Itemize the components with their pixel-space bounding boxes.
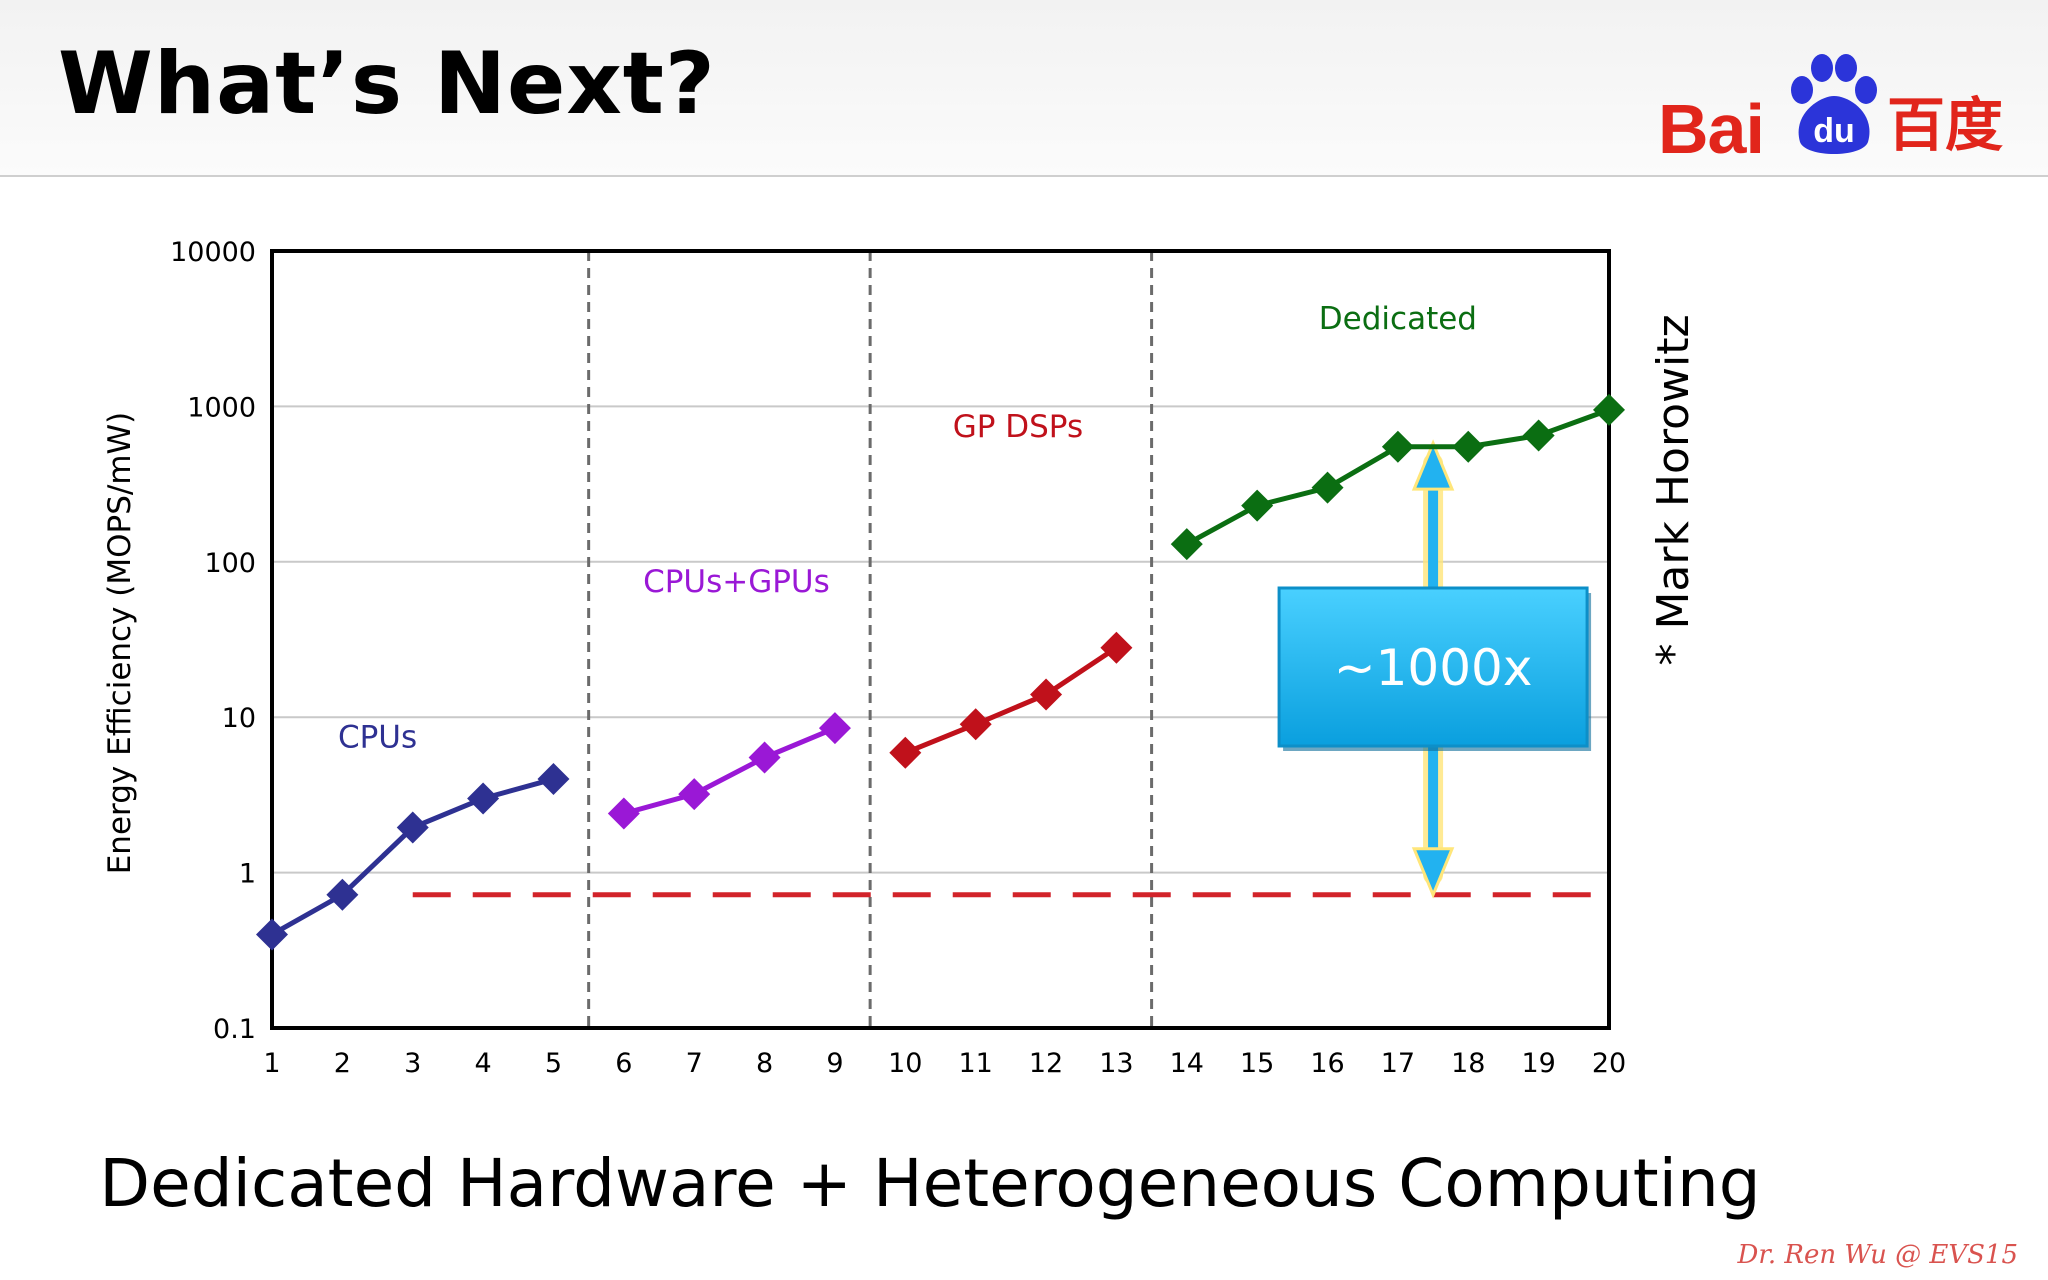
- x-tick-label: 18: [1451, 1048, 1485, 1079]
- baidu-logo: Bai du 百度: [1655, 52, 2015, 164]
- side-note-text: * Mark Horowitz: [1648, 314, 1699, 665]
- y-tick-label: 10: [222, 703, 256, 734]
- y-tick-label: 1000: [187, 392, 256, 423]
- x-tick-label: 2: [334, 1048, 351, 1079]
- data-point: [1452, 430, 1485, 463]
- x-tick-label: 3: [404, 1048, 421, 1079]
- data-point: [1522, 419, 1555, 452]
- slide-header: What’s Next? Bai du 百度: [0, 0, 2048, 177]
- logo-text-latin: Bai: [1658, 90, 1765, 168]
- y-axis-label: Energy Efficiency (MOPS/mW): [102, 412, 138, 875]
- data-point: [678, 778, 711, 811]
- data-point: [1381, 430, 1414, 463]
- y-tick-label: 10000: [170, 237, 256, 268]
- x-tick-label: 17: [1381, 1048, 1415, 1079]
- data-point: [1170, 528, 1203, 561]
- x-tick-label: 19: [1521, 1048, 1555, 1079]
- series-label: GP DSPs: [953, 409, 1083, 445]
- paw-icon: du: [1791, 54, 1877, 154]
- logo-paw-text: du: [1813, 112, 1855, 150]
- data-point: [959, 708, 992, 741]
- logo-text-chinese: 百度: [1887, 91, 2004, 159]
- x-tick-label: 11: [959, 1048, 993, 1079]
- data-point: [1100, 631, 1133, 664]
- slide-subtitle: Dedicated Hardware + Heterogeneous Compu…: [99, 1145, 1761, 1222]
- data-point: [1593, 393, 1625, 426]
- data-point: [537, 763, 570, 796]
- series-label: CPUs+GPUs: [643, 564, 830, 600]
- series-label: Dedicated: [1319, 301, 1477, 337]
- x-tick-label: 13: [1099, 1048, 1133, 1079]
- data-point: [607, 797, 640, 830]
- data-point: [1030, 678, 1063, 711]
- x-tick-label: 20: [1592, 1048, 1626, 1079]
- arrow-head-down: [1411, 847, 1455, 899]
- y-tick-label: 100: [204, 548, 256, 579]
- x-tick-label: 16: [1310, 1048, 1344, 1079]
- annotation-box-label: ~1000x: [1334, 639, 1533, 697]
- x-tick-label: 10: [888, 1048, 922, 1079]
- x-tick-label: 7: [686, 1048, 703, 1079]
- x-tick-label: 15: [1240, 1048, 1274, 1079]
- x-tick-label: 4: [475, 1048, 492, 1079]
- x-tick-label: 8: [756, 1048, 773, 1079]
- author-credit: Dr. Ren Wu @ EVS15: [1737, 1240, 2018, 1270]
- x-tick-label: 5: [545, 1048, 562, 1079]
- annotation-box: [1277, 586, 1589, 748]
- plot-frame: [270, 249, 1611, 1030]
- series-line: [904, 645, 1118, 756]
- data-point: [889, 736, 922, 769]
- x-tick-label: 14: [1170, 1048, 1204, 1079]
- series-label: CPUs: [338, 720, 417, 756]
- series-line: [270, 776, 555, 937]
- data-point: [256, 918, 288, 951]
- y-tick-label: 0.1: [213, 1014, 256, 1045]
- slide-title: What’s Next?: [58, 34, 716, 134]
- x-tick-label: 12: [1029, 1048, 1063, 1079]
- data-point: [1241, 489, 1274, 522]
- y-tick-label: 1: [239, 859, 256, 890]
- data-point: [748, 741, 781, 774]
- x-tick-label: 1: [263, 1048, 280, 1079]
- series-line: [623, 725, 836, 816]
- data-point: [396, 811, 429, 844]
- data-point: [326, 878, 359, 911]
- x-tick-label: 6: [615, 1048, 632, 1079]
- data-point: [467, 782, 500, 815]
- data-point: [818, 712, 851, 745]
- arrow-head-up: [1411, 439, 1455, 491]
- x-tick-label: 9: [826, 1048, 843, 1079]
- data-point: [1311, 471, 1344, 504]
